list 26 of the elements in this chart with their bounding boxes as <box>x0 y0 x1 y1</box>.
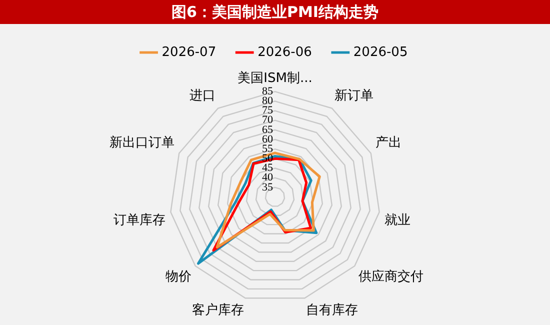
y-tick-label: 65 <box>262 124 274 136</box>
spoke-label: 进口 <box>189 88 216 104</box>
spoke-label: 物价 <box>166 269 192 284</box>
legend-label: 2026-07 <box>162 44 216 60</box>
chart-title: 图6：美国制造业PMI结构走势 <box>0 0 550 24</box>
y-tick-label: 75 <box>262 104 274 117</box>
y-tick-label: 85 <box>262 85 274 98</box>
y-tick-label: 45 <box>262 162 274 174</box>
spoke-label: 就业 <box>384 212 410 228</box>
spoke-label: 产出 <box>375 136 402 151</box>
spoke-label: 新订单 <box>334 88 374 104</box>
y-tick-label: 50 <box>262 152 274 165</box>
spoke-label: 供应商交付 <box>358 268 424 284</box>
y-tick-label: 70 <box>262 114 274 126</box>
spoke-label: 自有库存 <box>306 303 358 318</box>
y-tick-label: 80 <box>262 95 274 108</box>
y-tick-label: 40 <box>262 172 274 184</box>
y-tick-label: 35 <box>262 181 274 194</box>
y-tick-label: 55 <box>262 142 274 155</box>
legend-label: 2026-06 <box>258 44 312 60</box>
spoke-label: 美国ISM制... <box>238 70 312 86</box>
spoke-label: 订单库存 <box>114 212 166 228</box>
spoke-label: 新出口订单 <box>110 136 175 151</box>
spoke-label: 客户库存 <box>192 302 244 318</box>
y-tick-label: 60 <box>262 133 274 146</box>
legend-label: 2026-05 <box>353 44 408 60</box>
